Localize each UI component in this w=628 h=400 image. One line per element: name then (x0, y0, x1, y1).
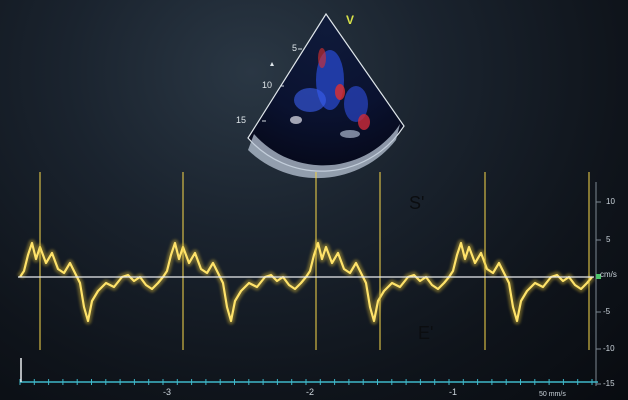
time-axis (19, 358, 598, 385)
depth-label-15: 15 (236, 115, 247, 125)
velocity-label-minus-10: -10 (603, 344, 615, 353)
color-doppler-flow (290, 48, 370, 138)
time-label-minus-2: -2 (306, 387, 315, 397)
baseline-marker (596, 274, 601, 279)
velocity-label-5: 5 (606, 235, 611, 244)
velocity-label-minus-15: -15 (603, 379, 615, 388)
sector-depth-ticks (262, 48, 302, 122)
depth-label-5: 5 (292, 43, 298, 53)
time-label-minus-1: -1 (449, 387, 458, 397)
doppler-waveform (17, 172, 595, 350)
depth-label-10: 10 (262, 80, 273, 90)
ecg-spikes (39, 172, 590, 350)
s-prime-label: S' (409, 193, 425, 213)
time-label-minus-3: -3 (163, 387, 172, 397)
velocity-unit-label: cm/s (600, 270, 617, 279)
sweep-speed-label: 50 mm/s (539, 391, 566, 398)
e-prime-label: E' (418, 323, 434, 343)
velocity-label-minus-5: -5 (603, 307, 611, 316)
orientation-label: V (346, 13, 355, 27)
velocity-label-10: 10 (606, 197, 615, 206)
velocity-scale (595, 182, 601, 386)
focus-marker-icon (270, 62, 274, 66)
echo-sector-image (247, 12, 405, 179)
